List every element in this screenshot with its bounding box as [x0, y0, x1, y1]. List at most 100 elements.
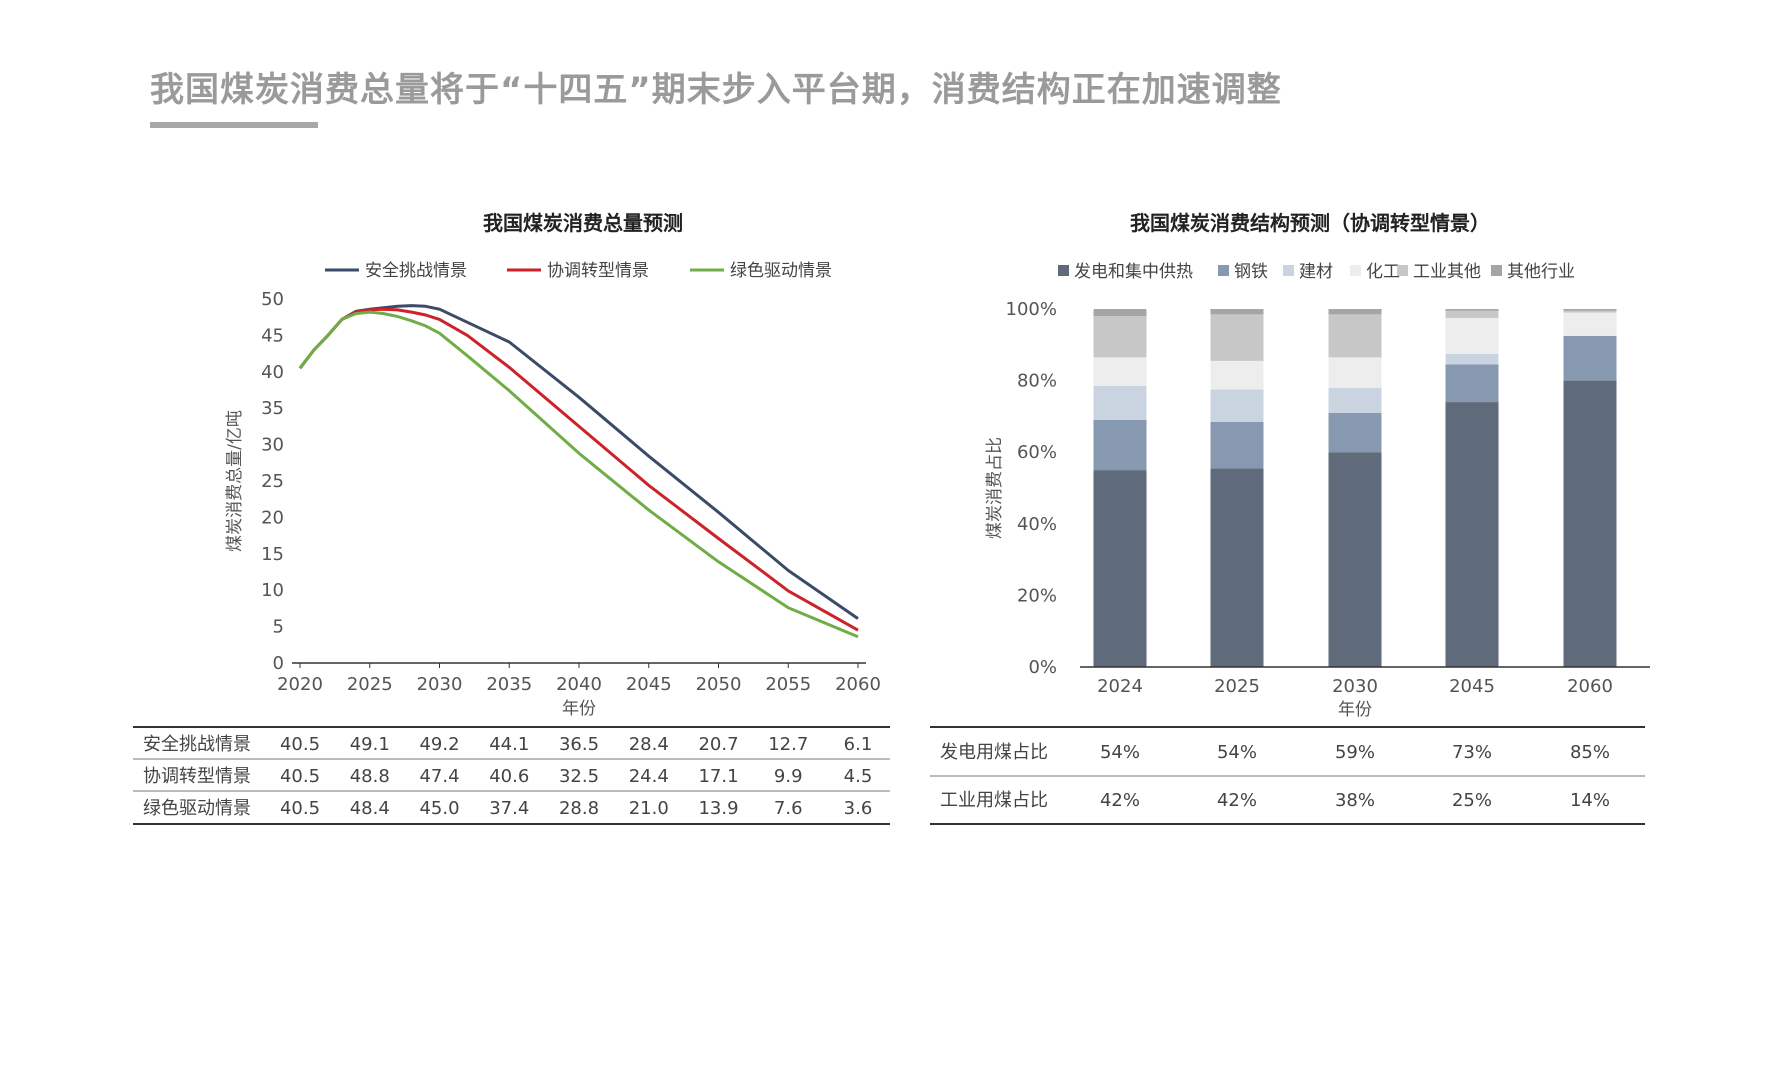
bar-segment-4	[1328, 314, 1382, 358]
bar-segment-0	[1328, 452, 1382, 667]
bar-y-tick-label: 0%	[1028, 657, 1057, 678]
bar-segment-2	[1210, 389, 1264, 422]
bar-segment-5	[1563, 309, 1617, 311]
y-tick-label: 30	[261, 435, 284, 456]
legend-label-0: 安全挑战情景	[365, 261, 467, 281]
table-cell: 9.9	[774, 766, 803, 787]
bar-table-row-label: 工业用煤占比	[940, 790, 1048, 811]
bar-x-tick-label: 2030	[1332, 676, 1378, 697]
legend-label-1: 协调转型情景	[547, 261, 649, 281]
bar-segment-3	[1445, 317, 1499, 354]
bar-x-tick-label: 2045	[1449, 676, 1495, 697]
bar-x-tick-label: 2025	[1214, 676, 1260, 697]
bar-y-axis-title: 煤炭消费占比	[985, 437, 1005, 539]
bar-y-tick-label: 100%	[1006, 299, 1057, 320]
table-cell: 36.5	[559, 734, 599, 755]
bar-segment-2	[1445, 353, 1499, 365]
x-axis-title: 年份	[562, 699, 596, 719]
table-cell: 40.5	[280, 798, 320, 819]
y-tick-label: 50	[261, 289, 284, 310]
table-cell: 13.9	[698, 798, 738, 819]
bar-segment-0	[1445, 402, 1499, 667]
bar-segment-4	[1563, 310, 1617, 313]
bar-table-cell: 42%	[1217, 790, 1257, 811]
table-cell: 37.4	[489, 798, 529, 819]
table-cell: 49.1	[350, 734, 390, 755]
bar-segment-4	[1210, 314, 1264, 361]
table-row-label: 绿色驱动情景	[143, 798, 251, 819]
x-tick-label: 2050	[696, 674, 742, 695]
bar-segment-3	[1210, 360, 1264, 390]
bar-legend-swatch-3	[1350, 265, 1361, 276]
title-underline	[150, 122, 318, 128]
bar-segment-1	[1328, 412, 1382, 453]
table-cell: 40.5	[280, 734, 320, 755]
bar-table-cell: 14%	[1570, 790, 1610, 811]
y-tick-label: 40	[261, 362, 284, 383]
bar-table-row-label: 发电用煤占比	[940, 742, 1048, 763]
series-line-0	[298, 304, 859, 620]
bar-table-cell: 85%	[1570, 742, 1610, 763]
table-row-label: 协调转型情景	[143, 766, 251, 787]
table-cell: 12.7	[768, 734, 808, 755]
bar-x-tick-label: 2024	[1097, 676, 1143, 697]
y-tick-label: 5	[273, 617, 284, 638]
table-cell: 20.7	[698, 734, 738, 755]
bar-segment-1	[1445, 364, 1499, 403]
x-tick-label: 2060	[835, 674, 881, 695]
bar-chart-title: 我国煤炭消费结构预测（协调转型情景）	[1130, 211, 1490, 235]
x-tick-label: 2035	[486, 674, 532, 695]
table-cell: 21.0	[629, 798, 669, 819]
bar-table-cell: 54%	[1217, 742, 1257, 763]
table-cell: 17.1	[698, 766, 738, 787]
bar-segment-5	[1445, 309, 1499, 311]
bar-segment-3	[1328, 357, 1382, 388]
bar-legend-swatch-2	[1283, 265, 1294, 276]
x-tick-label: 2045	[626, 674, 672, 695]
table-cell: 47.4	[419, 766, 459, 787]
bar-table-cell: 59%	[1335, 742, 1375, 763]
bar-segment-4	[1093, 316, 1147, 358]
x-tick-label: 2040	[556, 674, 602, 695]
table-cell: 44.1	[489, 734, 529, 755]
table-cell: 48.4	[350, 798, 390, 819]
table-cell: 24.4	[629, 766, 669, 787]
table-cell: 45.0	[419, 798, 459, 819]
bar-legend-swatch-4	[1397, 265, 1408, 276]
bar-table-cell: 38%	[1335, 790, 1375, 811]
bar-x-axis-title: 年份	[1338, 700, 1372, 720]
y-tick-label: 45	[261, 325, 284, 346]
y-tick-label: 10	[261, 580, 284, 601]
bar-legend-swatch-1	[1218, 265, 1229, 276]
bar-segment-5	[1210, 309, 1264, 315]
bar-legend-label-1: 钢铁	[1234, 262, 1268, 282]
bar-segment-0	[1093, 470, 1147, 667]
bar-legend-label-4: 工业其他	[1413, 262, 1481, 282]
bar-table-cell: 73%	[1452, 742, 1492, 763]
y-axis-title: 煤炭消费总量/亿吨	[225, 410, 245, 552]
bar-legend-label-5: 其他行业	[1507, 262, 1575, 282]
table-row-label: 安全挑战情景	[143, 734, 251, 755]
bar-x-tick-label: 2060	[1567, 676, 1613, 697]
bar-segment-1	[1093, 419, 1147, 471]
table-cell: 49.2	[419, 734, 459, 755]
bar-y-tick-label: 60%	[1017, 442, 1057, 463]
y-tick-label: 15	[261, 544, 284, 565]
x-tick-label: 2055	[765, 674, 811, 695]
bar-segment-0	[1210, 468, 1264, 667]
legend-label-2: 绿色驱动情景	[730, 261, 832, 281]
x-tick-label: 2020	[277, 674, 323, 695]
bar-legend-label-0: 发电和集中供热	[1074, 262, 1193, 282]
bar-segment-3	[1093, 357, 1147, 386]
table-cell: 7.6	[774, 798, 803, 819]
series-line-2	[298, 310, 859, 639]
bar-legend-label-2: 建材	[1299, 262, 1333, 282]
bar-table-cell: 54%	[1100, 742, 1140, 763]
bar-segment-5	[1328, 309, 1382, 315]
bar-legend-swatch-5	[1491, 265, 1502, 276]
series-line-1	[298, 307, 859, 632]
x-tick-label: 2025	[347, 674, 393, 695]
bar-y-tick-label: 40%	[1017, 514, 1057, 535]
y-tick-label: 20	[261, 507, 284, 528]
bar-segment-4	[1445, 310, 1499, 318]
